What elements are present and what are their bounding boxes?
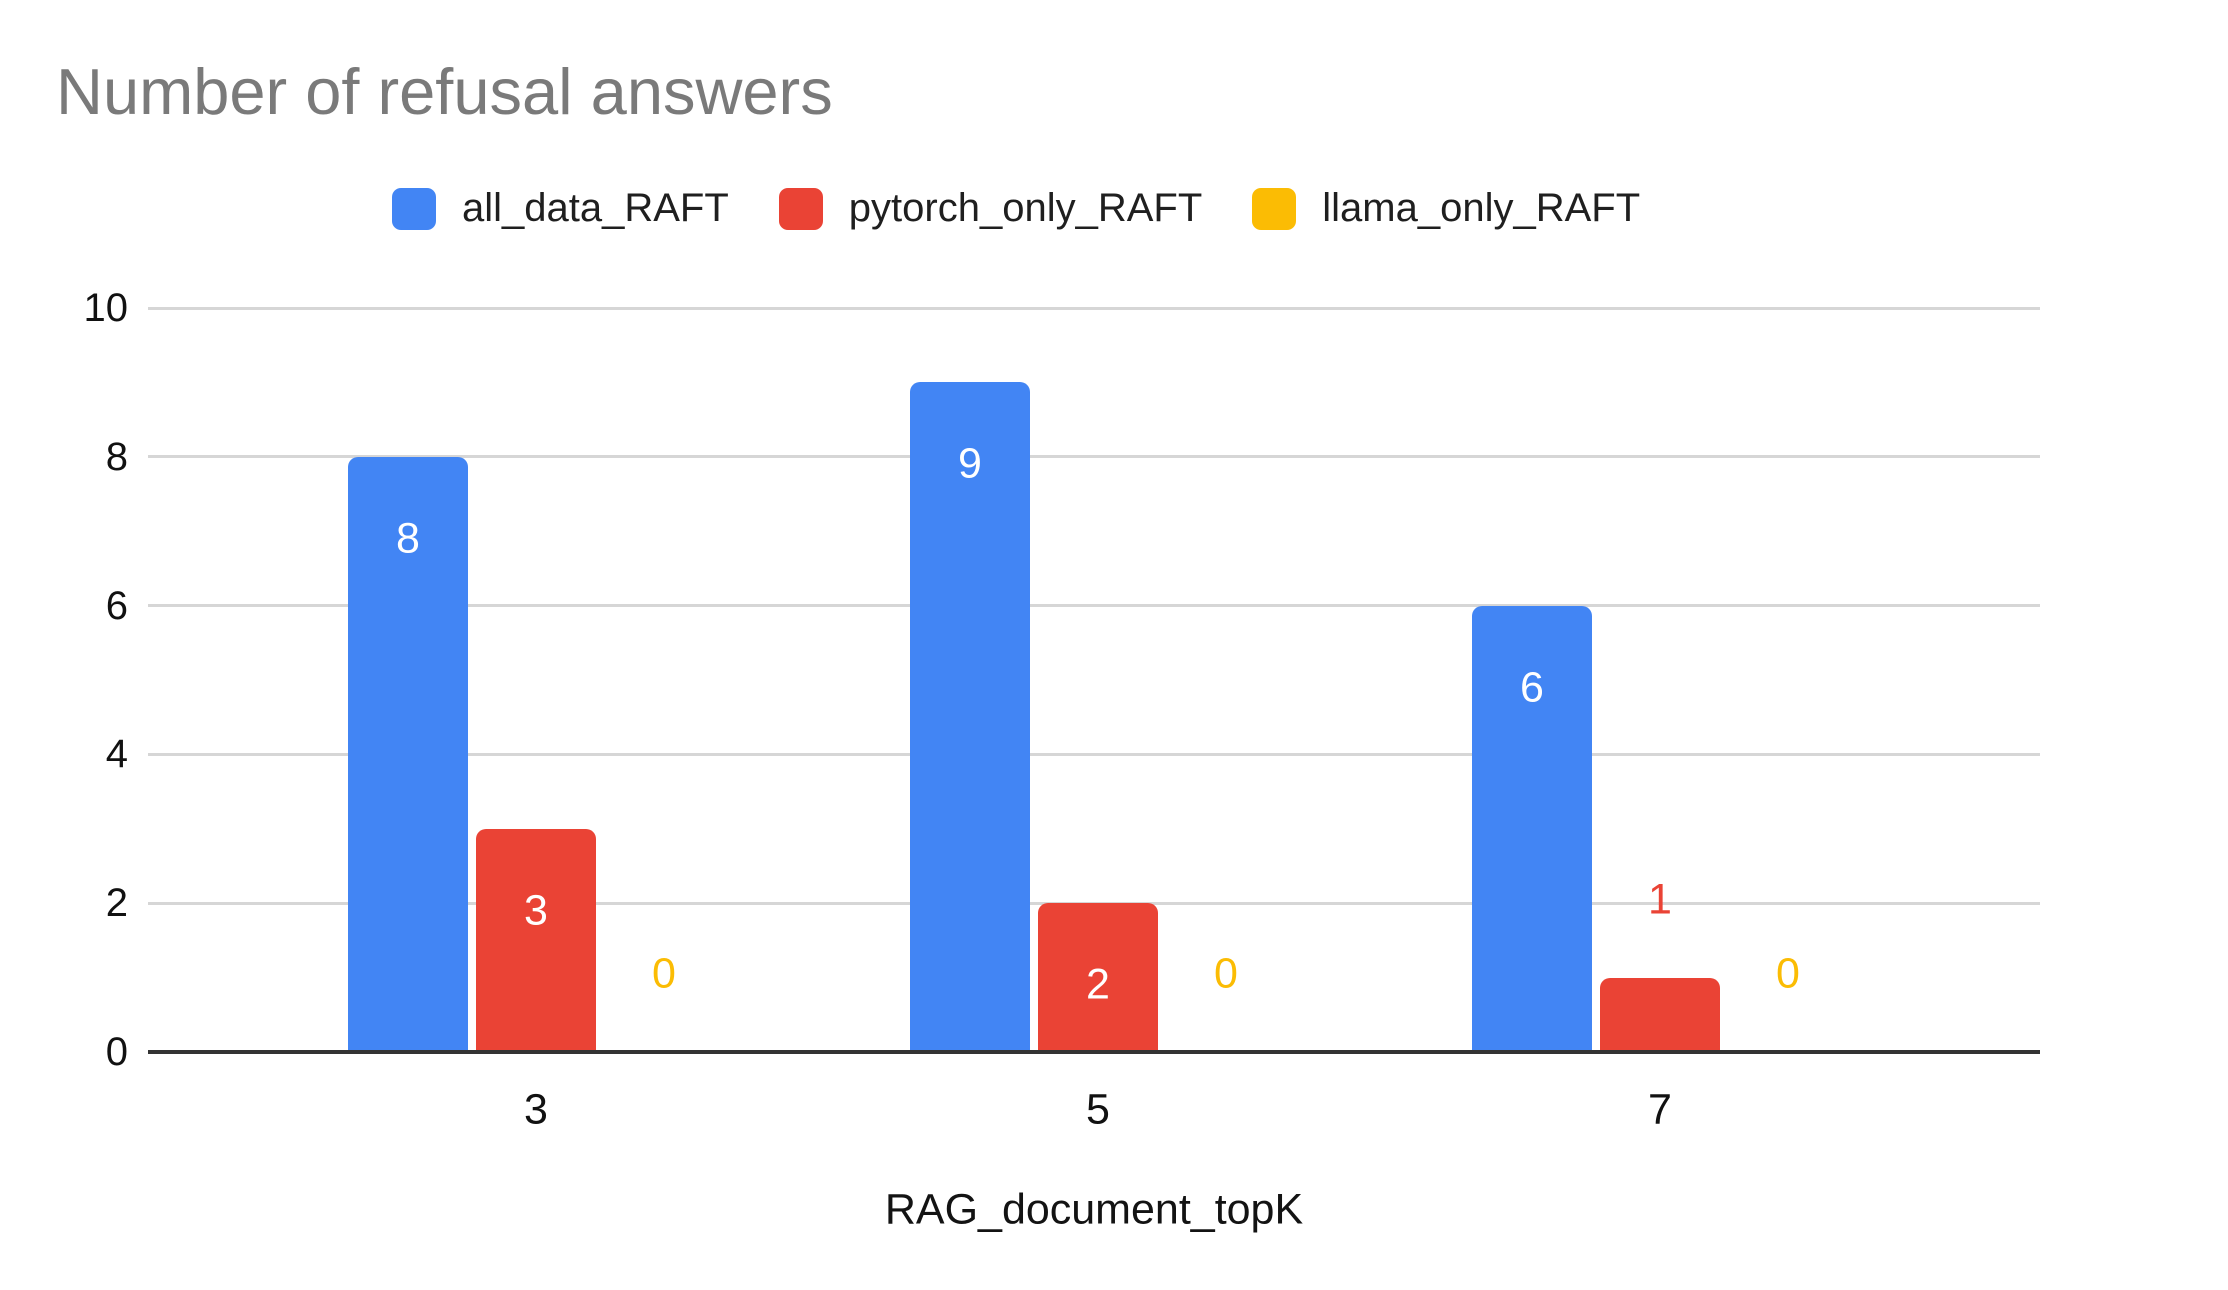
bar-pytorch_only_RAFT-x5[interactable] [1038, 903, 1158, 1052]
gridline-y4 [148, 753, 2040, 756]
chart-title: Number of refusal answers [56, 55, 833, 128]
bar-all_data_RAFT-x3[interactable] [348, 457, 468, 1052]
x-axis-line [148, 1050, 2040, 1054]
legend-label-all_data_RAFT: all_data_RAFT [462, 186, 729, 230]
bar-value-label-llama_only_RAFT-x5: 0 [1214, 949, 1238, 998]
legend-label-llama_only_RAFT: llama_only_RAFT [1322, 186, 1641, 230]
legend-item-all_data_RAFT[interactable]: all_data_RAFT [392, 186, 729, 231]
bar-value-label-all_data_RAFT-x3: 8 [396, 514, 420, 563]
bar-all_data_RAFT-x5[interactable] [910, 382, 1030, 1052]
legend-item-pytorch_only_RAFT[interactable]: pytorch_only_RAFT [778, 186, 1203, 231]
legend-swatch-llama_only_RAFT [1252, 187, 1297, 230]
bar-pytorch_only_RAFT-x7[interactable] [1600, 978, 1720, 1052]
bar-value-label-all_data_RAFT-x7: 6 [1520, 663, 1544, 712]
x-category-label-5: 5 [1086, 1085, 1110, 1134]
gridline-y8 [148, 455, 2040, 458]
bar-value-label-all_data_RAFT-x5: 9 [958, 439, 982, 488]
legend-label-pytorch_only_RAFT: pytorch_only_RAFT [848, 186, 1203, 230]
bar-value-label-pytorch_only_RAFT-x3: 3 [524, 886, 548, 935]
y-tick-label-6: 6 [105, 584, 128, 628]
x-category-label-7: 7 [1648, 1085, 1672, 1134]
legend-swatch-pytorch_only_RAFT [778, 187, 823, 230]
gridline-y6 [148, 604, 2040, 607]
legend-item-llama_only_RAFT[interactable]: llama_only_RAFT [1252, 186, 1640, 231]
y-tick-label-0: 0 [105, 1030, 128, 1074]
bar-value-label-pytorch_only_RAFT-x5: 2 [1086, 960, 1110, 1009]
x-axis-title: RAG_document_topK [884, 1185, 1304, 1234]
bar-all_data_RAFT-x7[interactable] [1472, 606, 1592, 1052]
bar-value-label-llama_only_RAFT-x3: 0 [652, 949, 676, 998]
y-tick-label-8: 8 [105, 435, 128, 479]
y-tick-label-4: 4 [105, 732, 128, 776]
bar-value-label-llama_only_RAFT-x7: 0 [1776, 949, 1800, 998]
x-category-label-3: 3 [524, 1085, 548, 1134]
gridline-y10 [148, 307, 2040, 310]
legend-swatch-all_data_RAFT [392, 187, 436, 230]
legend: all_data_RAFT pytorch_only_RAFT llama_only… [392, 186, 1640, 231]
bar-pytorch_only_RAFT-x3[interactable] [476, 829, 596, 1052]
bar-value-label-pytorch_only_RAFT-x7: 1 [1648, 875, 1672, 924]
y-tick-label-10: 10 [83, 286, 129, 330]
y-tick-label-2: 2 [105, 881, 128, 925]
